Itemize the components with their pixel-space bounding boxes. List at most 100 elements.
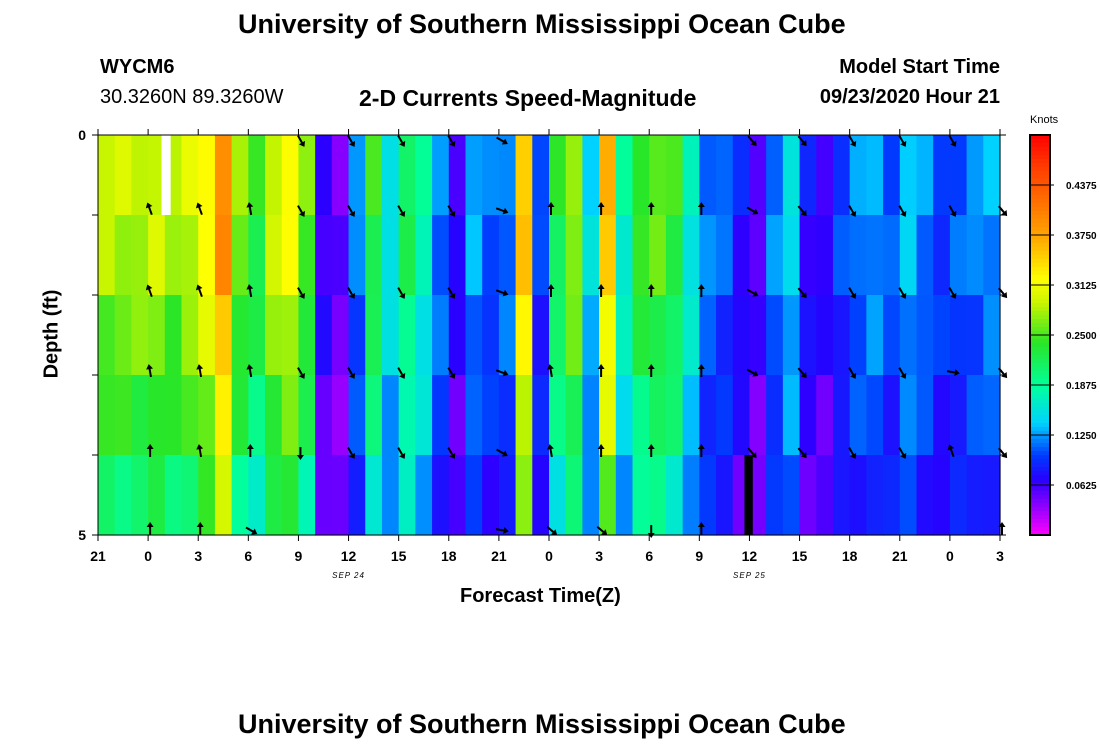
heatmap-cell [448, 455, 467, 536]
colorbar-segment [1030, 375, 1050, 380]
heatmap-cell [315, 375, 333, 456]
heatmap-cell [599, 135, 617, 216]
colorbar-tick-label: 0.1875 [1066, 381, 1097, 392]
current-arrow [898, 287, 907, 299]
heatmap-cell [448, 375, 467, 456]
colorbar-segment [1030, 359, 1050, 364]
heatmap-cell [949, 375, 968, 456]
heatmap-cell [565, 215, 584, 296]
x-tick-label: 9 [695, 548, 703, 564]
heatmap-cell [515, 455, 533, 536]
heatmap-cell [98, 375, 116, 456]
colorbar-segment [1030, 367, 1050, 372]
current-arrow [797, 205, 807, 217]
heatmap-cell [983, 375, 1001, 456]
current-arrow [447, 367, 456, 379]
heatmap-cell [883, 135, 901, 216]
current-arrow [245, 526, 258, 535]
heatmap-cell [198, 135, 216, 216]
colorbar-segment [1030, 171, 1050, 176]
heatmap-cell [231, 135, 249, 216]
heatmap-cell [699, 375, 717, 456]
current-arrow [848, 135, 857, 147]
current-arrow [797, 135, 807, 147]
heatmap-cell [164, 215, 183, 296]
colorbar-segment [1030, 463, 1050, 468]
colorbar-segment [1030, 347, 1050, 352]
heatmap-cell [615, 135, 634, 216]
missing-data-marker [744, 455, 753, 535]
current-arrow [547, 202, 555, 215]
heatmap-cell [916, 135, 934, 216]
current-arrow [495, 527, 509, 534]
current-arrow [347, 367, 356, 379]
current-arrow [145, 284, 153, 298]
heatmap-cell [281, 215, 300, 296]
heatmap-cell [916, 455, 934, 536]
colorbar-segment [1030, 419, 1050, 424]
x-tick-label: 6 [244, 548, 252, 564]
heatmap-cell [849, 375, 867, 456]
colorbar-segment [1030, 247, 1050, 252]
current-arrow [546, 526, 558, 536]
heatmap-cell [682, 375, 700, 456]
heatmap-cell [782, 135, 801, 216]
current-arrow [697, 364, 705, 377]
current-arrow [397, 367, 406, 379]
colorbar-segment [1030, 371, 1050, 376]
heatmap-cell [532, 375, 550, 456]
heatmap-cell [298, 455, 316, 536]
heatmap-cell [933, 295, 951, 376]
colorbar-segment [1030, 407, 1050, 412]
current-arrow [447, 135, 456, 147]
colorbar-tick-label: 0.0625 [1066, 481, 1097, 492]
x-tick-label: 21 [90, 548, 106, 564]
heatmap-cell [866, 135, 884, 216]
heatmap-cell [114, 455, 133, 536]
footer-title: University of Southern Mississippi Ocean… [238, 709, 846, 739]
heatmap-cell [432, 295, 450, 376]
colorbar-segment [1030, 331, 1050, 336]
heatmap-cell [782, 455, 801, 536]
heatmap-cell [866, 215, 884, 296]
heatmap-cell [465, 455, 483, 536]
heatmap-cell [465, 295, 483, 376]
heatmap-cell [966, 455, 984, 536]
heatmap-cell [716, 135, 734, 216]
heatmap-cell [799, 455, 817, 536]
colorbar-segment [1030, 495, 1050, 500]
colorbar-segment [1030, 355, 1050, 360]
current-arrow [495, 207, 509, 215]
colorbar-segment [1030, 151, 1050, 156]
current-arrow [998, 367, 1008, 379]
heatmap-cell [515, 135, 533, 216]
heatmap-cell [448, 135, 467, 216]
current-arrow [397, 287, 406, 299]
heatmap-cell [398, 455, 416, 536]
heatmap-cell [465, 375, 483, 456]
heatmap-cell [532, 455, 550, 536]
heatmap-cell [866, 295, 884, 376]
colorbar-tick-label: 0.3750 [1066, 231, 1097, 242]
heatmap-cell [816, 135, 834, 216]
x-tick-label: 21 [892, 548, 908, 564]
heatmap-cell [515, 295, 533, 376]
colorbar-segment [1030, 231, 1050, 236]
heatmap-cell [749, 375, 767, 456]
heatmap-cell [248, 135, 266, 216]
colorbar-tick-label: 0.4375 [1066, 181, 1097, 192]
missing-data-marker [161, 135, 171, 215]
current-arrow [146, 522, 154, 535]
heatmap-cell [131, 375, 149, 456]
heatmap-cell [114, 135, 133, 216]
colorbar-tick-label: 0.2500 [1066, 331, 1097, 342]
heatmap-cell [732, 135, 751, 216]
heatmap-cell [916, 215, 934, 296]
current-arrow [196, 364, 204, 378]
heatmap-cell [782, 295, 801, 376]
heatmap-cell [415, 215, 433, 296]
heatmap-cell [114, 295, 133, 376]
colorbar-segment [1030, 147, 1050, 152]
colorbar-segment [1030, 187, 1050, 192]
current-arrow [195, 284, 203, 298]
